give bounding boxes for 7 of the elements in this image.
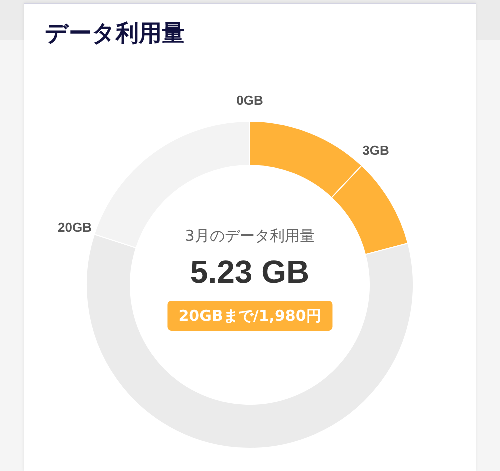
chart-title: データ利用量 (45, 21, 185, 47)
text: 5.23 GB (190, 254, 310, 290)
slice-label: 0GB (236, 93, 264, 108)
badge: 20GBまで/1,980円 (168, 301, 332, 331)
slice-label: 3GB (362, 142, 390, 158)
slice-label: 20GB (58, 220, 92, 236)
text: 3月のデータ利用量 (185, 227, 315, 245)
